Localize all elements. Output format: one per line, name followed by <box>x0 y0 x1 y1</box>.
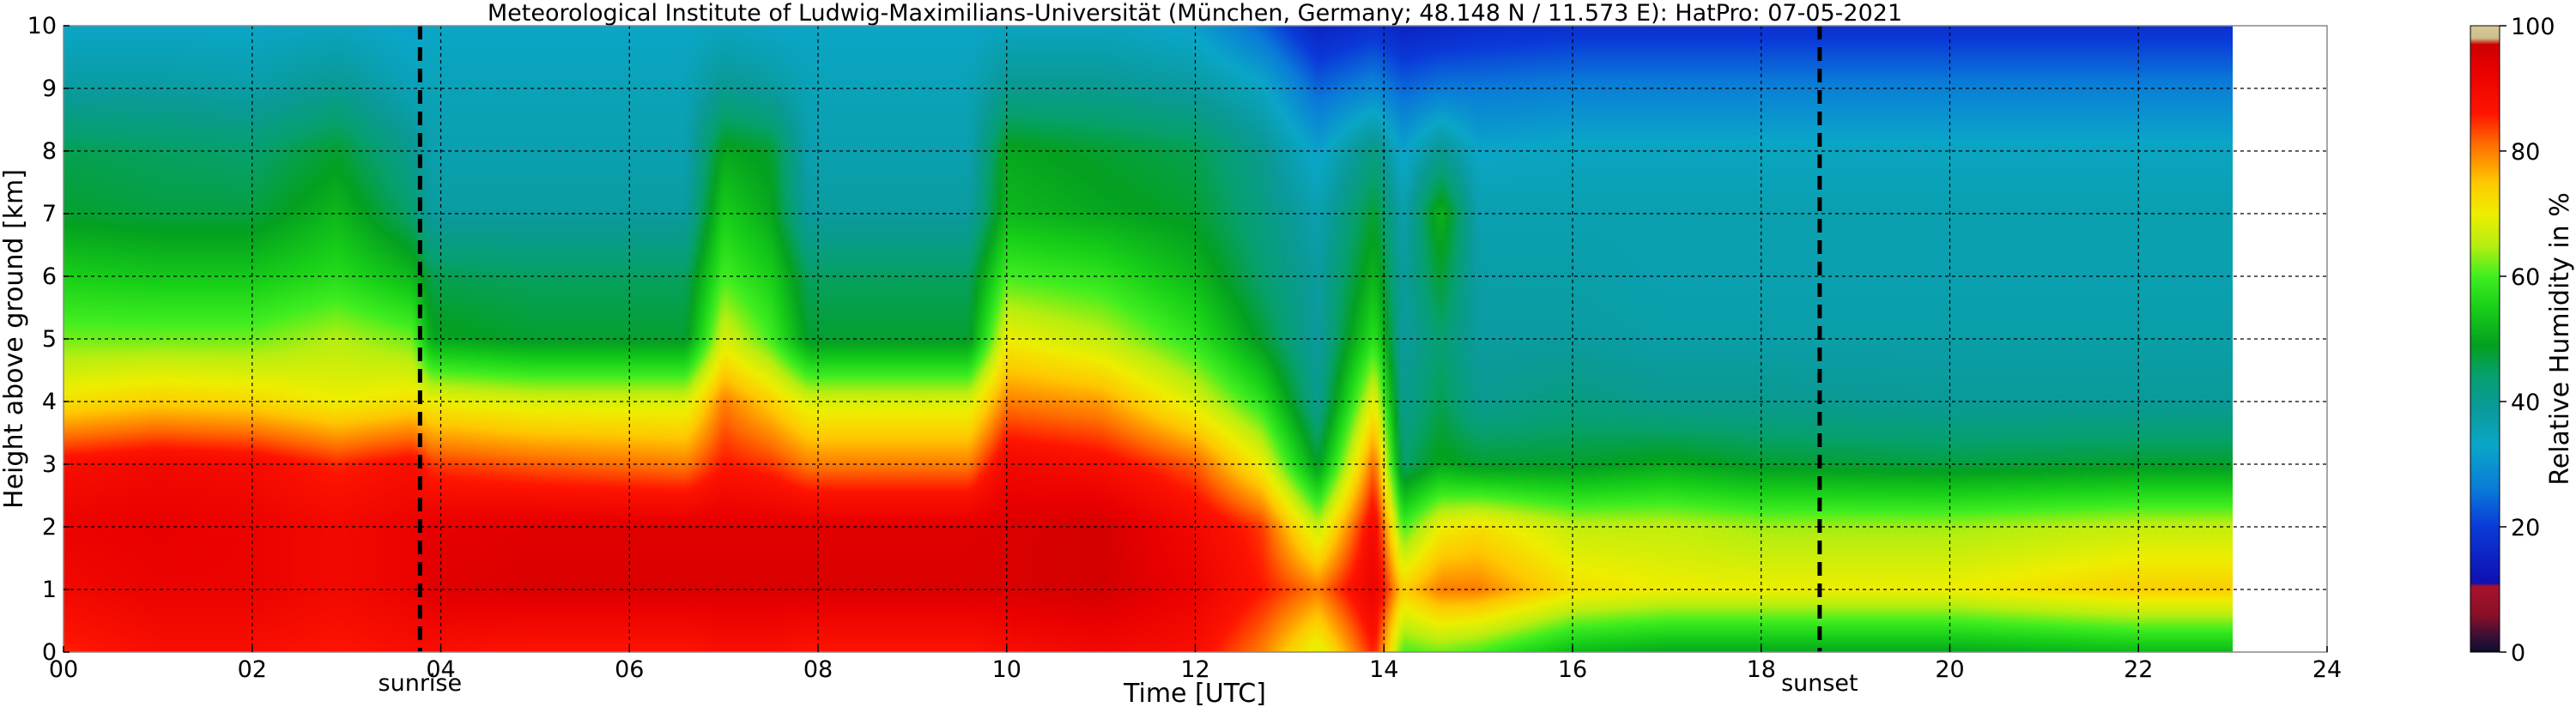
x-tick-label: 00 <box>49 656 78 683</box>
y-tick-label: 8 <box>42 138 57 165</box>
x-tick-label: 14 <box>1369 656 1398 683</box>
sunset-label: sunset <box>1781 670 1858 697</box>
colorbar-label: Relative Humidity in % <box>2545 192 2575 485</box>
sun-markers: sunrise sunset <box>379 26 1858 697</box>
x-tick-label: 04 <box>426 656 455 683</box>
colorbar-tick-label: 100 <box>2511 14 2555 40</box>
y-tick-label: 6 <box>42 263 57 290</box>
x-tick-label: 18 <box>1747 656 1776 683</box>
colorbar-ticks: 0 20 40 60 80 100 <box>2500 14 2555 667</box>
sunrise-label: sunrise <box>379 670 463 697</box>
chart-title: Meteorological Institute of Ludwig-Maxim… <box>488 0 1902 27</box>
y-tick-label: 0 <box>42 639 57 666</box>
x-axis-ticks: 00 02 04 06 08 10 12 14 16 18 20 22 24 <box>49 646 2342 683</box>
colorbar-bar <box>2470 25 2500 653</box>
y-tick-label: 4 <box>42 389 57 415</box>
colorbar-tick-label: 0 <box>2511 640 2525 667</box>
y-tick-label: 7 <box>42 201 57 227</box>
x-tick-label: 16 <box>1558 656 1587 683</box>
x-tick-label: 02 <box>238 656 267 683</box>
x-axis-label: Time [UTC] <box>1123 679 1266 707</box>
x-tick-label: 22 <box>2124 656 2153 683</box>
x-tick-label: 12 <box>1180 656 1209 683</box>
colorbar-tick-label: 40 <box>2511 390 2540 416</box>
y-tick-label: 5 <box>42 326 57 353</box>
colorbar-tick-label: 80 <box>2511 139 2540 166</box>
colorbar-tick-label: 60 <box>2511 264 2540 291</box>
y-tick-label: 2 <box>42 514 57 541</box>
x-tick-label: 20 <box>1935 656 1964 683</box>
x-tick-label: 24 <box>2312 656 2342 683</box>
colorbar-tick-label: 20 <box>2511 515 2540 541</box>
colorbar: 0 20 40 60 80 100 Relative Humidity in % <box>2470 14 2575 667</box>
grid-lines <box>64 26 2327 652</box>
y-tick-label: 3 <box>42 451 57 478</box>
y-axis-ticks: 0 1 2 3 4 5 6 7 8 9 10 <box>27 13 70 666</box>
x-tick-label: 06 <box>615 656 644 683</box>
y-axis-label: Height above ground [km] <box>0 169 29 509</box>
x-tick-label: 10 <box>992 656 1021 683</box>
x-tick-label: 08 <box>803 656 833 683</box>
y-tick-label: 1 <box>42 577 57 603</box>
y-tick-label: 9 <box>42 76 57 102</box>
y-tick-label: 10 <box>27 13 57 39</box>
